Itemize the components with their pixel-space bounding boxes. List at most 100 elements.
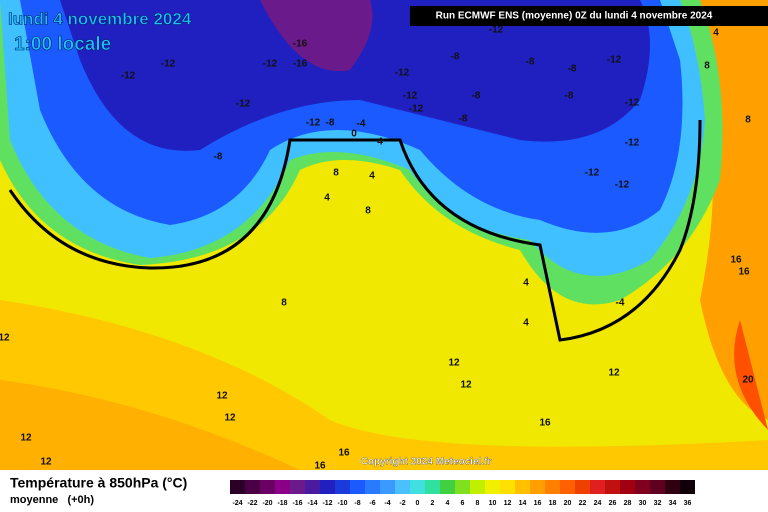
- legend-label: 8: [476, 500, 480, 507]
- footer-subtitle: moyenne (+0h): [10, 494, 94, 506]
- contour-label: 4: [523, 278, 529, 289]
- contour-label: -4: [357, 119, 366, 130]
- legend-label: 16: [534, 500, 542, 507]
- contour-label: -12: [585, 168, 600, 179]
- legend-swatch: [455, 480, 470, 494]
- legend-label: 22: [579, 500, 587, 507]
- contour-label: -12: [607, 55, 622, 66]
- legend-label: 20: [564, 500, 572, 507]
- legend-swatch: [470, 480, 485, 494]
- contour-label: -12: [615, 180, 630, 191]
- legend-label: 34: [669, 500, 677, 507]
- legend-label: 6: [461, 500, 465, 507]
- contour-label: -8: [565, 91, 574, 102]
- legend-label: -8: [354, 500, 360, 507]
- legend-label: -2: [399, 500, 405, 507]
- contour-label: 8: [745, 115, 751, 126]
- contour-label: -8: [472, 91, 481, 102]
- legend-label: -22: [247, 500, 257, 507]
- contour-label: 12: [20, 433, 32, 444]
- contour-label: -12: [263, 59, 278, 70]
- legend-label: 18: [549, 500, 557, 507]
- legend-swatch: [305, 480, 320, 494]
- contour-label: -12: [489, 25, 504, 36]
- legend-swatch: [320, 480, 335, 494]
- contour-label: 8: [333, 168, 339, 179]
- legend-swatch: [230, 480, 245, 494]
- legend-label: 30: [639, 500, 647, 507]
- legend-label: 4: [446, 500, 450, 507]
- contour-label: 16: [539, 418, 551, 429]
- contour-label: 4: [713, 28, 719, 39]
- legend-label: -18: [277, 500, 287, 507]
- contour-label: -8: [326, 118, 335, 129]
- contour-label: 4: [369, 171, 375, 182]
- contour-label: -12: [395, 68, 410, 79]
- legend-label: 24: [594, 500, 602, 507]
- contour-label: 16: [730, 255, 742, 266]
- contour-label: 12: [216, 391, 228, 402]
- contour-label: -8: [526, 57, 535, 68]
- legend-label: 28: [624, 500, 632, 507]
- contour-label: -12: [236, 99, 251, 110]
- legend-swatch: [680, 480, 695, 494]
- legend-swatch: [245, 480, 260, 494]
- legend-label: 14: [519, 500, 527, 507]
- legend-label: 10: [489, 500, 497, 507]
- legend-swatch: [650, 480, 665, 494]
- legend-swatch: [620, 480, 635, 494]
- copyright: Copyright 2024 Meteociel.fr: [361, 457, 492, 468]
- legend-label: -10: [337, 500, 347, 507]
- contour-label: 20: [742, 375, 754, 386]
- contour-label: 8: [704, 61, 710, 72]
- legend-label: 0: [416, 500, 420, 507]
- legend-label: -24: [232, 500, 242, 507]
- map-date: lundi 4 novembre 2024: [8, 9, 192, 28]
- legend-swatch: [665, 480, 680, 494]
- contour-label: -4: [616, 298, 625, 309]
- legend-swatch: [425, 480, 440, 494]
- legend-label: 12: [504, 500, 512, 507]
- legend-label: 32: [654, 500, 662, 507]
- legend-label: 2: [431, 500, 435, 507]
- contour-label: -16: [293, 39, 308, 50]
- legend-swatch: [350, 480, 365, 494]
- contour-label: -12: [121, 71, 136, 82]
- legend-swatch: [530, 480, 545, 494]
- legend-swatch: [605, 480, 620, 494]
- legend-swatch: [275, 480, 290, 494]
- legend-label: 36: [684, 500, 692, 507]
- map-background: [0, 0, 768, 470]
- contour-label: -8: [459, 114, 468, 125]
- legend-swatch: [560, 480, 575, 494]
- contour-label: 12: [608, 368, 620, 379]
- legend-label: -16: [292, 500, 302, 507]
- contour-label: -12: [161, 59, 176, 70]
- contour-label: 4: [523, 318, 529, 329]
- contour-label: 4: [324, 193, 330, 204]
- legend-label: 26: [609, 500, 617, 507]
- legend-swatch: [410, 480, 425, 494]
- contour-label: -16: [293, 59, 308, 70]
- legend-swatch: [500, 480, 515, 494]
- legend-swatch: [515, 480, 530, 494]
- contour-label: 8: [281, 298, 287, 309]
- map-time: 1:00 locale: [14, 34, 111, 55]
- contour-label: -8: [568, 64, 577, 75]
- contour-label: 12: [224, 413, 236, 424]
- contour-label: -12: [409, 104, 424, 115]
- legend-swatch: [575, 480, 590, 494]
- contour-label: 16: [338, 448, 350, 459]
- contour-label: 12: [40, 457, 52, 468]
- contour-label: -12: [625, 138, 640, 149]
- legend-label: -14: [307, 500, 317, 507]
- legend-swatch: [545, 480, 560, 494]
- legend-label: -4: [384, 500, 390, 507]
- contour-label: -12: [625, 98, 640, 109]
- legend-swatch: [395, 480, 410, 494]
- contour-label: 16: [314, 461, 326, 472]
- legend-swatch: [365, 480, 380, 494]
- run-info: Run ECMWF ENS (moyenne) 0Z du lundi 4 no…: [436, 11, 713, 22]
- footer-title: Température à 850hPa (°C): [10, 475, 187, 491]
